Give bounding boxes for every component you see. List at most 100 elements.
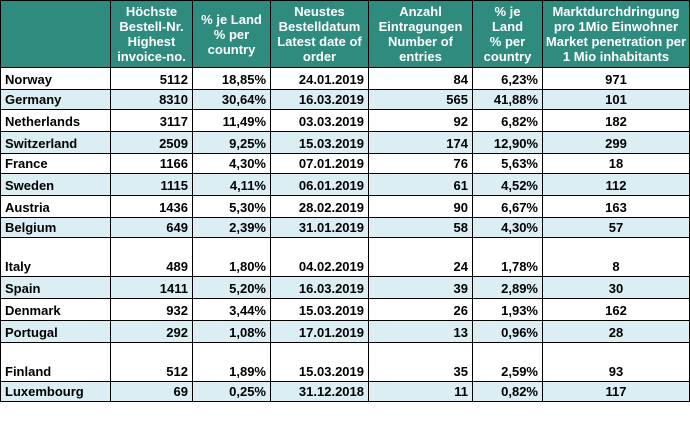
country-cell[interactable]: Sweden <box>0 173 111 196</box>
entries-cell[interactable]: 90 <box>368 195 473 218</box>
market-penetration-cell[interactable]: 30 <box>542 276 690 299</box>
entries-cell[interactable]: 24 <box>368 237 473 277</box>
invoice-share-cell[interactable]: 0,25% <box>192 381 271 402</box>
latest-date-cell[interactable]: 15.03.2019 <box>270 342 369 382</box>
invoice-share-cell[interactable]: 2,39% <box>192 217 271 238</box>
market-penetration-cell[interactable]: 28 <box>542 320 690 343</box>
entries-cell[interactable]: 76 <box>368 153 473 174</box>
latest-date-cell[interactable]: 31.12.2018 <box>270 381 369 402</box>
country-cell[interactable]: Finland <box>0 342 111 382</box>
column-header-share-invoice[interactable]: % je Land% per country <box>192 0 271 68</box>
invoice-share-cell[interactable]: 30,64% <box>192 89 271 110</box>
invoice-share-cell[interactable]: 11,49% <box>192 109 271 132</box>
highest-invoice-cell[interactable]: 1115 <box>110 173 193 196</box>
country-cell[interactable]: Netherlands <box>0 109 111 132</box>
highest-invoice-cell[interactable]: 649 <box>110 217 193 238</box>
country-cell[interactable]: France <box>0 153 111 174</box>
entries-cell[interactable]: 26 <box>368 298 473 321</box>
entries-share-cell[interactable]: 2,59% <box>472 342 543 382</box>
invoice-share-cell[interactable]: 1,80% <box>192 237 271 277</box>
entries-share-cell[interactable]: 6,82% <box>472 109 543 132</box>
entries-share-cell[interactable]: 12,90% <box>472 131 543 154</box>
latest-date-cell[interactable]: 31.01.2019 <box>270 217 369 238</box>
entries-share-cell[interactable]: 0,96% <box>472 320 543 343</box>
country-cell[interactable]: Belgium <box>0 217 111 238</box>
market-penetration-cell[interactable]: 299 <box>542 131 690 154</box>
market-penetration-cell[interactable]: 93 <box>542 342 690 382</box>
market-penetration-cell[interactable]: 18 <box>542 153 690 174</box>
latest-date-cell[interactable]: 04.02.2019 <box>270 237 369 277</box>
entries-cell[interactable]: 61 <box>368 173 473 196</box>
column-header-entries[interactable]: Anzahl Eintragungen Number of entries <box>368 0 473 68</box>
highest-invoice-cell[interactable]: 489 <box>110 237 193 277</box>
invoice-share-cell[interactable]: 4,30% <box>192 153 271 174</box>
country-cell[interactable]: Austria <box>0 195 111 218</box>
entries-share-cell[interactable]: 1,78% <box>472 237 543 277</box>
invoice-share-cell[interactable]: 1,89% <box>192 342 271 382</box>
highest-invoice-cell[interactable]: 8310 <box>110 89 193 110</box>
entries-share-cell[interactable]: 2,89% <box>472 276 543 299</box>
column-header-invoice[interactable]: Höchste Bestell-Nr. Highest invoice-no. <box>110 0 193 68</box>
invoice-share-cell[interactable]: 9,25% <box>192 131 271 154</box>
highest-invoice-cell[interactable]: 932 <box>110 298 193 321</box>
invoice-share-cell[interactable]: 4,11% <box>192 173 271 196</box>
invoice-share-cell[interactable]: 1,08% <box>192 320 271 343</box>
column-header-latest-date[interactable]: Neustes Bestelldatum Latest date of order <box>270 0 369 68</box>
latest-date-cell[interactable]: 03.03.2019 <box>270 109 369 132</box>
latest-date-cell[interactable]: 17.01.2019 <box>270 320 369 343</box>
invoice-share-cell[interactable]: 5,20% <box>192 276 271 299</box>
entries-share-cell[interactable]: 6,67% <box>472 195 543 218</box>
column-header-penetration[interactable]: Marktdurchdringung pro 1Mio Einwohner Mark… <box>542 0 690 68</box>
entries-cell[interactable]: 35 <box>368 342 473 382</box>
column-header-share-entries[interactable]: % je Land% per country <box>472 0 543 68</box>
entries-share-cell[interactable]: 0,82% <box>472 381 543 402</box>
highest-invoice-cell[interactable]: 292 <box>110 320 193 343</box>
latest-date-cell[interactable]: 28.02.2019 <box>270 195 369 218</box>
market-penetration-cell[interactable]: 57 <box>542 217 690 238</box>
country-cell[interactable]: Switzerland <box>0 131 111 154</box>
country-cell[interactable]: Italy <box>0 237 111 277</box>
market-penetration-cell[interactable]: 101 <box>542 89 690 110</box>
entries-cell[interactable]: 565 <box>368 89 473 110</box>
entries-share-cell[interactable]: 6,23% <box>472 67 543 90</box>
highest-invoice-cell[interactable]: 1411 <box>110 276 193 299</box>
market-penetration-cell[interactable]: 182 <box>542 109 690 132</box>
highest-invoice-cell[interactable]: 69 <box>110 381 193 402</box>
market-penetration-cell[interactable]: 117 <box>542 381 690 402</box>
country-cell[interactable]: Luxembourg <box>0 381 111 402</box>
market-penetration-cell[interactable]: 163 <box>542 195 690 218</box>
highest-invoice-cell[interactable]: 1166 <box>110 153 193 174</box>
invoice-share-cell[interactable]: 5,30% <box>192 195 271 218</box>
country-cell[interactable]: Denmark <box>0 298 111 321</box>
latest-date-cell[interactable]: 06.01.2019 <box>270 173 369 196</box>
entries-share-cell[interactable]: 4,52% <box>472 173 543 196</box>
highest-invoice-cell[interactable]: 3117 <box>110 109 193 132</box>
entries-cell[interactable]: 39 <box>368 276 473 299</box>
highest-invoice-cell[interactable]: 5112 <box>110 67 193 90</box>
entries-share-cell[interactable]: 4,30% <box>472 217 543 238</box>
market-penetration-cell[interactable]: 112 <box>542 173 690 196</box>
highest-invoice-cell[interactable]: 1436 <box>110 195 193 218</box>
latest-date-cell[interactable]: 24.01.2019 <box>270 67 369 90</box>
market-penetration-cell[interactable]: 162 <box>542 298 690 321</box>
latest-date-cell[interactable]: 07.01.2019 <box>270 153 369 174</box>
country-cell[interactable]: Spain <box>0 276 111 299</box>
latest-date-cell[interactable]: 16.03.2019 <box>270 276 369 299</box>
country-cell[interactable]: Germany <box>0 89 111 110</box>
invoice-share-cell[interactable]: 3,44% <box>192 298 271 321</box>
entries-cell[interactable]: 174 <box>368 131 473 154</box>
highest-invoice-cell[interactable]: 2509 <box>110 131 193 154</box>
country-cell[interactable]: Norway <box>0 67 111 90</box>
market-penetration-cell[interactable]: 971 <box>542 67 690 90</box>
entries-cell[interactable]: 11 <box>368 381 473 402</box>
market-penetration-cell[interactable]: 8 <box>542 237 690 277</box>
latest-date-cell[interactable]: 15.03.2019 <box>270 131 369 154</box>
highest-invoice-cell[interactable]: 512 <box>110 342 193 382</box>
entries-cell[interactable]: 84 <box>368 67 473 90</box>
latest-date-cell[interactable]: 15.03.2019 <box>270 298 369 321</box>
entries-share-cell[interactable]: 1,93% <box>472 298 543 321</box>
entries-cell[interactable]: 13 <box>368 320 473 343</box>
latest-date-cell[interactable]: 16.03.2019 <box>270 89 369 110</box>
entries-cell[interactable]: 92 <box>368 109 473 132</box>
entries-share-cell[interactable]: 5,63% <box>472 153 543 174</box>
